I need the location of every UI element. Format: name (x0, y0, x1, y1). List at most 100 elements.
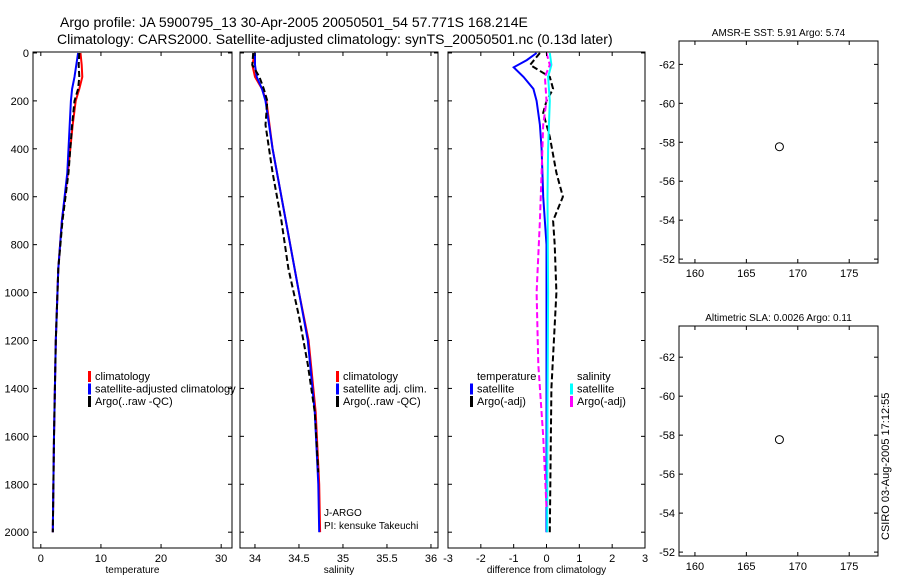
legend-entry: satellite (577, 384, 614, 396)
x-tick-label: 3 (642, 553, 648, 565)
x-tick-label: 35.5 (376, 553, 397, 565)
y-tick-label: 1000 (5, 288, 29, 300)
y-tick-label: -56 (659, 469, 675, 481)
x-tick-label: 20 (155, 553, 167, 565)
x-tick-label: 165 (737, 561, 755, 573)
y-tick-label: 1400 (5, 383, 29, 395)
x-tick-label: -2 (476, 553, 486, 565)
series-line-argo-raw-qc- (51, 52, 81, 533)
legend-entry: satellite adj. clim. (343, 384, 427, 396)
x-tick-label: 34 (249, 553, 261, 565)
axes-difference: -3 -2 -1 0 1 2 3 difference from climatology (443, 51, 648, 576)
legend-swatch (88, 371, 91, 382)
legend-entry: Argo(..raw -QC) (343, 396, 421, 408)
legend-entry: Argo(..raw -QC) (95, 396, 173, 408)
axes-frame (678, 40, 879, 264)
y-tick-label: -62 (659, 59, 675, 71)
y-tick-label: 200 (11, 96, 29, 108)
x-tick-label: 175 (840, 561, 858, 573)
land-mask (679, 214, 690, 231)
map-title: AMSR-E SST: 5.91 Argo: 5.74 (712, 28, 846, 39)
title-line-2: Climatology: CARS2000. Satellite-adjuste… (57, 31, 613, 47)
axes-salinity: 34 34.5 35 35.5 36 salinity (239, 51, 439, 576)
y-tick-label: -52 (659, 254, 675, 266)
legend-entry: climatology (95, 371, 151, 383)
y-tick-label: 0 (23, 48, 29, 60)
x-tick-label: 0 (38, 553, 44, 565)
legend-swatch (336, 383, 339, 395)
y-tick-label: -62 (659, 352, 675, 364)
series-line-temperature-argo-adj- (528, 52, 564, 533)
land-mask (789, 257, 808, 272)
y-tick-label: -56 (659, 176, 675, 188)
axes-frame (239, 51, 439, 549)
y-tick-label: -58 (659, 430, 675, 442)
argo-position-marker (774, 435, 784, 445)
series-line-climatology (251, 52, 322, 533)
y-tick-label: 1600 (5, 431, 29, 443)
x-tick-label: 34.5 (288, 553, 309, 565)
annotation-pi: PI: kensuke Takeuchi (324, 521, 418, 532)
x-tick-label: 36 (425, 553, 437, 565)
x-tick-label: 2 (609, 553, 615, 565)
x-tick-label: -3 (443, 553, 453, 565)
x-axis-label: difference from climatology (487, 565, 606, 576)
x-axis-label: temperature (106, 565, 160, 576)
y-tick-label: 800 (11, 240, 29, 252)
y-tick-label: -60 (659, 391, 675, 403)
x-tick-label: -1 (509, 553, 519, 565)
y-tick-label: -60 (659, 98, 675, 110)
y-tick-label: -54 (659, 508, 675, 520)
y-tick-label: -52 (659, 547, 675, 559)
x-tick-label: 160 (686, 561, 704, 573)
legend-swatch (470, 396, 473, 407)
x-tick-label: 160 (686, 268, 704, 280)
argo-position-marker (774, 142, 784, 152)
axes-frame (678, 325, 879, 557)
footer-stamp: CSIRO 03-Aug-2005 17:12:55 (880, 393, 892, 540)
y-tick-label: 400 (11, 144, 29, 156)
legend-entry: satellite (477, 384, 514, 396)
x-tick-label: 0 (543, 553, 549, 565)
plots: 0 10 20 30temperature0200400600800100012001… (5, 28, 879, 576)
legend-entry: Argo(-adj) (477, 396, 526, 408)
axes-sst_map: 160 165 170 175 -52 -54 -56 -58 -60 -62 AMSR-E SST… (659, 28, 879, 280)
y-tick-label: 600 (11, 192, 29, 204)
legend-swatch (336, 371, 339, 382)
x-tick-label: 175 (840, 268, 858, 280)
legend-swatch (88, 396, 91, 407)
legend-swatch (570, 383, 573, 395)
y-tick-label: -54 (659, 215, 675, 227)
axes-frame (32, 51, 233, 549)
map-title: Altimetric SLA: 0.0026 Argo: 0.11 (705, 313, 852, 324)
legend-entry: climatology (343, 371, 399, 383)
x-axis-label: salinity (324, 565, 355, 576)
legend-swatch (470, 383, 473, 395)
title-line-1: Argo profile: JA 5900795_13 30-Apr-2005 … (60, 14, 528, 30)
series-line-satellite-adj-clim- (254, 53, 321, 533)
x-tick-label: 35 (337, 553, 349, 565)
annotation-program: J-ARGO (324, 508, 362, 519)
legend-entry: Argo(-adj) (577, 396, 626, 408)
legend-entry: salinity (577, 371, 611, 383)
axes-temperature: 0 10 20 30 temperature 0 200 400 600 800 1000 1200 1… (5, 48, 233, 576)
axes-sla_map: 160 165 170 175 -52 -54 -56 -58 -60 -62 Altimetric… (659, 313, 879, 573)
series-line-salinity-argo-adj- (535, 52, 551, 509)
y-tick-label: 1200 (5, 335, 29, 347)
x-tick-label: 10 (95, 553, 107, 565)
y-tick-label: 2000 (5, 527, 29, 539)
x-tick-label: 1 (576, 553, 582, 565)
y-tick-label: 1800 (5, 479, 29, 491)
series-line-satellite-adjusted-climatology (51, 52, 80, 533)
x-tick-label: 165 (737, 268, 755, 280)
series-line-argo-raw-qc- (251, 52, 320, 473)
series-line-temperature-satellite (512, 52, 548, 533)
legend-swatch (336, 396, 339, 407)
legend-entry: temperature (477, 371, 536, 383)
x-tick-label: 170 (789, 268, 807, 280)
legend-entry: satellite-adjusted climatology (95, 384, 236, 396)
x-tick-label: 170 (789, 561, 807, 573)
x-tick-label: 30 (215, 553, 227, 565)
legend-swatch (570, 396, 573, 407)
